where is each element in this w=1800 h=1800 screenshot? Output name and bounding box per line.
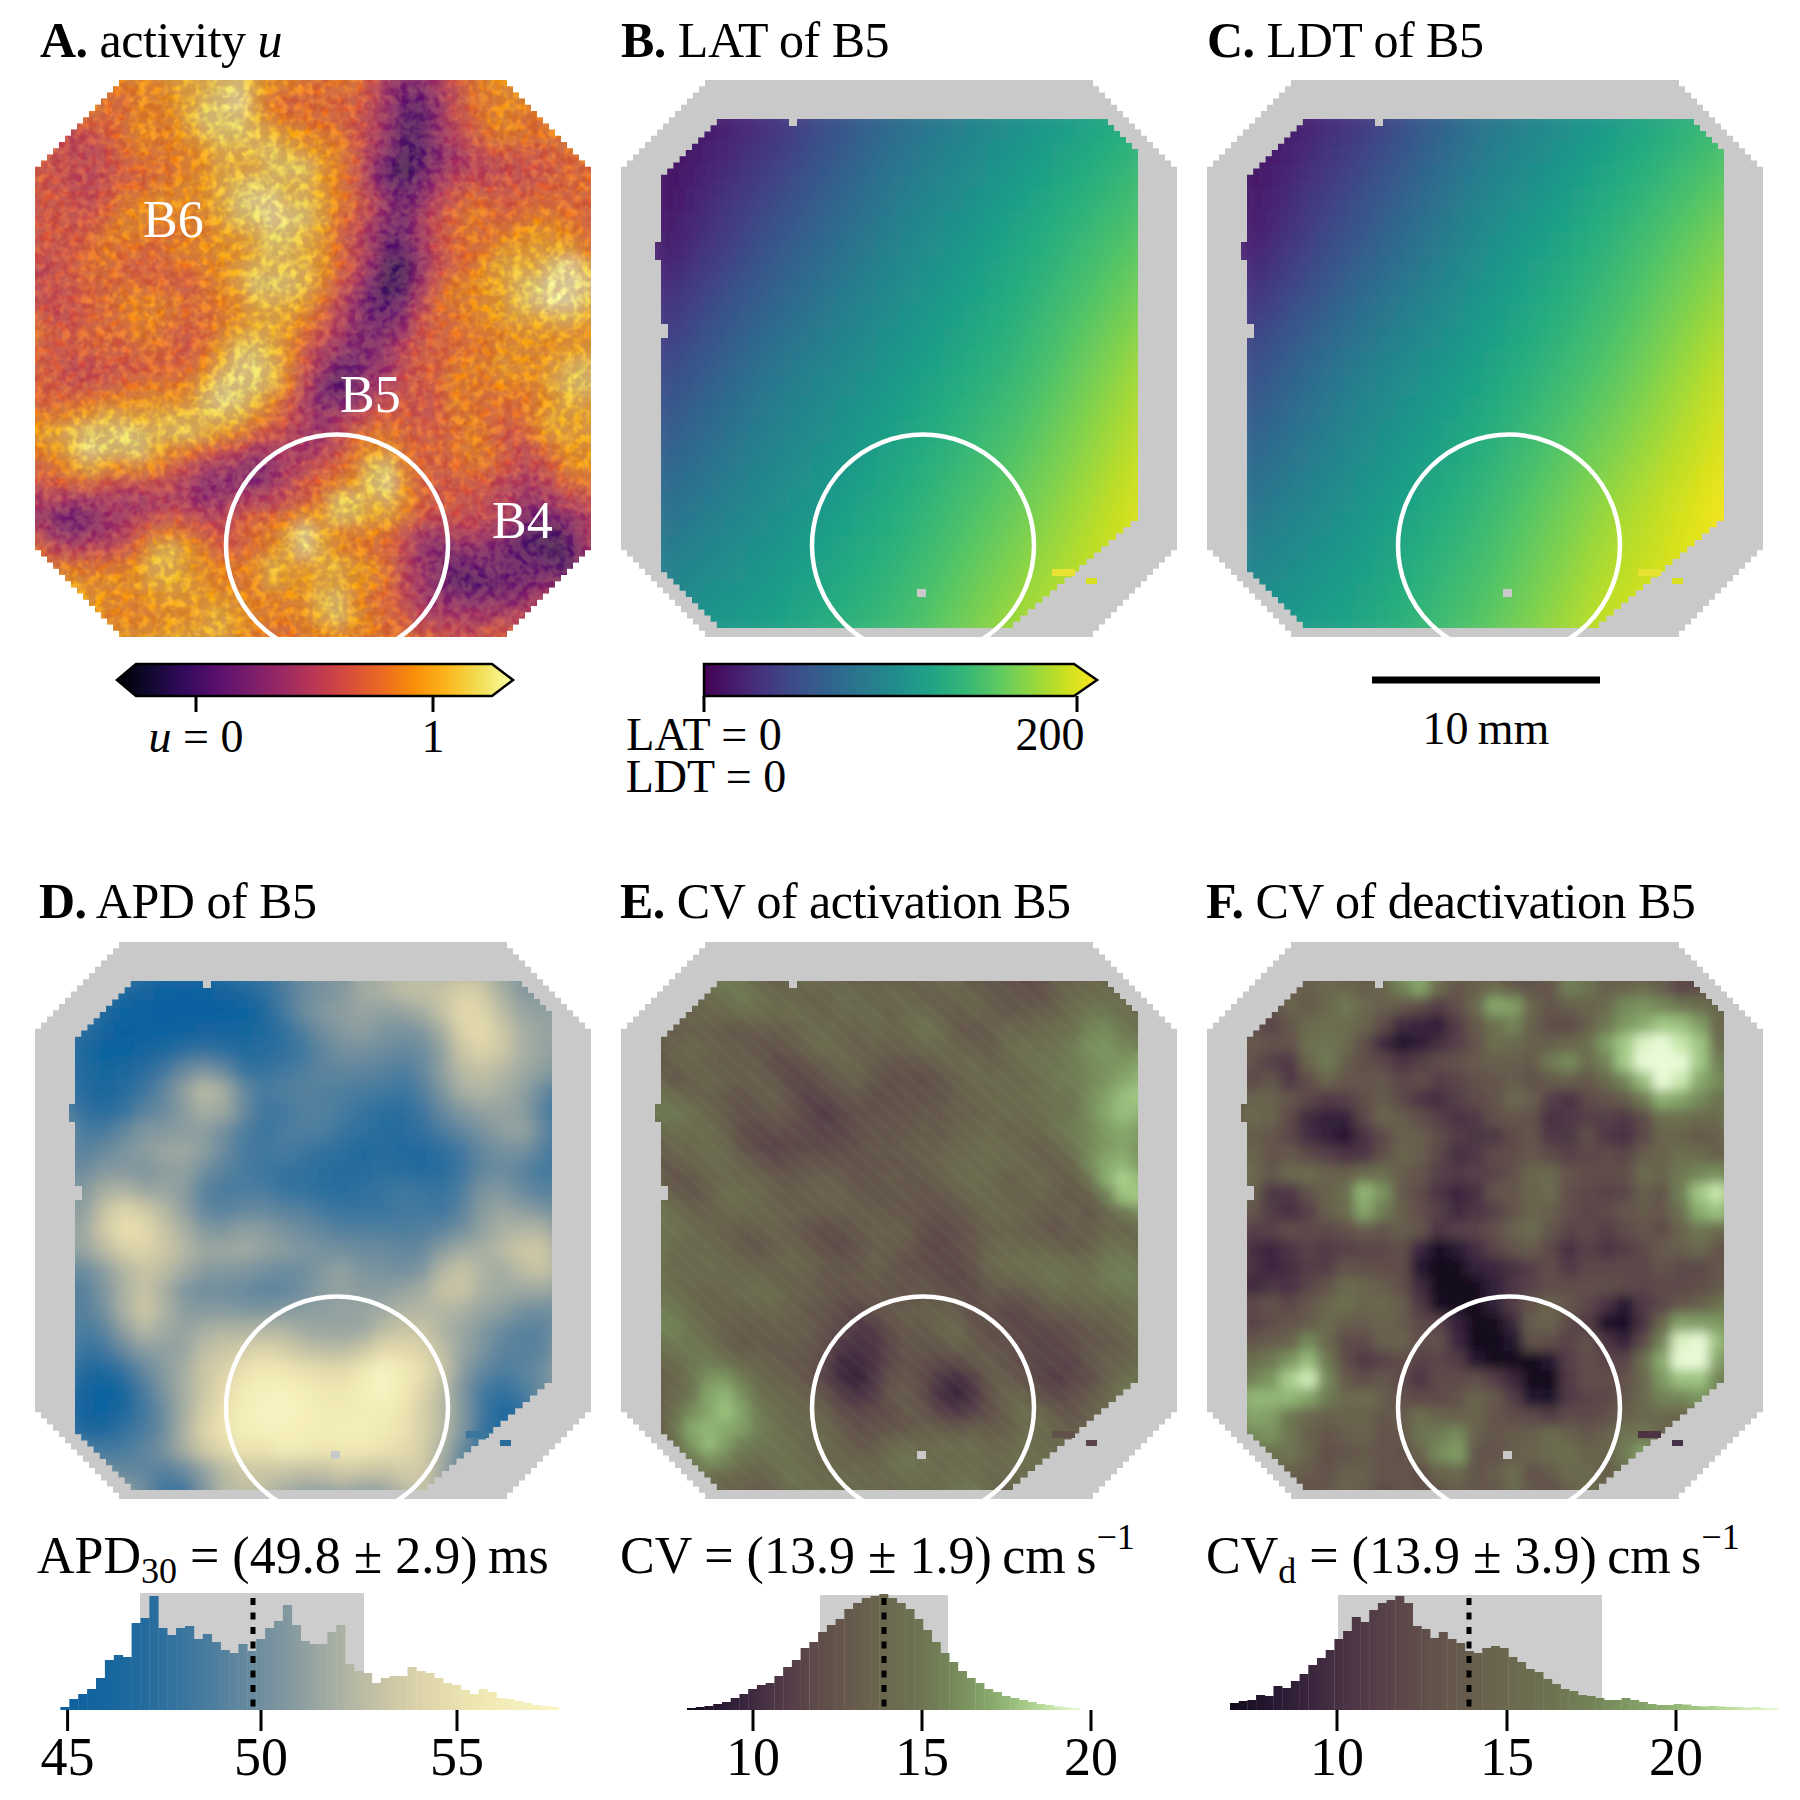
svg-text:F. CV of deactivation B5: F. CV of deactivation B5	[1206, 873, 1695, 929]
svg-text:20: 20	[1064, 1727, 1118, 1787]
svg-text:B4: B4	[492, 492, 553, 549]
svg-text:10 mm: 10 mm	[1423, 703, 1550, 754]
svg-text:15: 15	[895, 1727, 949, 1787]
svg-text:50: 50	[234, 1727, 288, 1787]
svg-text:10: 10	[1310, 1727, 1364, 1787]
svg-text:10: 10	[726, 1727, 780, 1787]
svg-text:u = 0: u = 0	[149, 711, 244, 762]
svg-text:B6: B6	[143, 191, 204, 248]
svg-text:200: 200	[1016, 709, 1085, 760]
svg-text:E. CV of activation B5: E. CV of activation B5	[620, 873, 1071, 929]
svg-text:LDT = 0: LDT = 0	[626, 751, 787, 802]
svg-text:B. LAT of B5: B. LAT of B5	[621, 12, 889, 68]
svg-text:1: 1	[422, 711, 445, 762]
svg-text:15: 15	[1480, 1727, 1534, 1787]
svg-text:B5: B5	[340, 366, 401, 423]
svg-text:A. activity u: A. activity u	[40, 12, 282, 68]
svg-text:55: 55	[430, 1727, 484, 1787]
svg-text:CV = (13.9 ± 1.9) cm s−1: CV = (13.9 ± 1.9) cm s−1	[620, 1517, 1135, 1585]
svg-text:45: 45	[41, 1727, 95, 1787]
svg-text:D. APD of B5: D. APD of B5	[39, 873, 316, 929]
svg-text:C. LDT of B5: C. LDT of B5	[1207, 12, 1483, 68]
svg-text:20: 20	[1649, 1727, 1703, 1787]
svg-text:APD30 = (49.8 ± 2.9) ms: APD30 = (49.8 ± 2.9) ms	[37, 1527, 549, 1591]
